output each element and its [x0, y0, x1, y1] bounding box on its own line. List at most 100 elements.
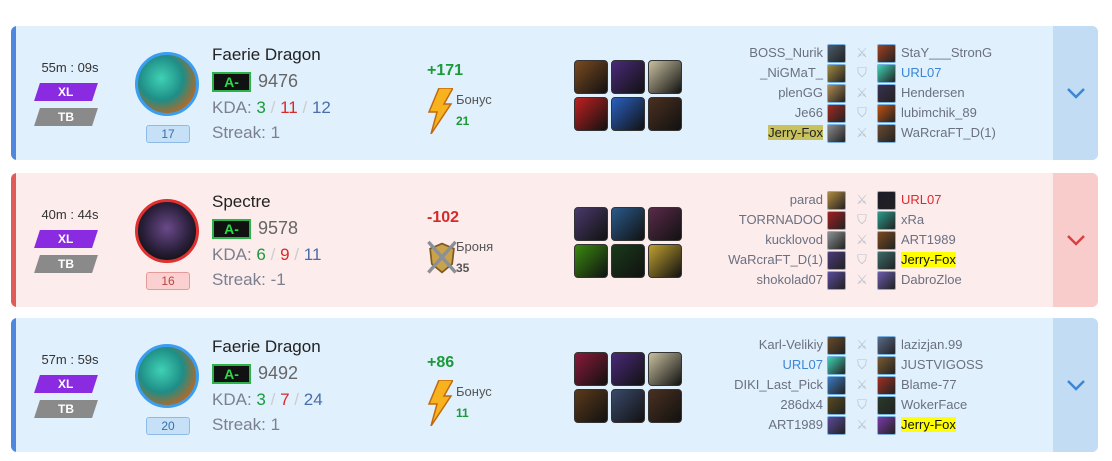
item-slot[interactable]	[611, 389, 645, 423]
crossed-swords-icon: ⚔	[856, 377, 868, 392]
player-name-right[interactable]: xRa	[901, 212, 925, 227]
item-slot[interactable]	[648, 352, 682, 386]
player-name-left[interactable]: URL07	[782, 357, 823, 372]
bonus-value: 35	[456, 261, 470, 275]
item-slot[interactable]	[574, 352, 608, 386]
match-card[interactable]: 40m : 44s XL TB 16 Spectre A- 9578 KDA: …	[11, 173, 1098, 307]
player-name-left[interactable]: Karl-Velikiy	[758, 337, 823, 352]
player-pair-row: DIKI_Last_Pick ⚔ Blame-77	[711, 375, 1051, 395]
expand-button[interactable]	[1053, 318, 1098, 452]
player-hero-avatar	[877, 231, 896, 250]
hero-level-badge: 20	[146, 417, 190, 435]
item-slot[interactable]	[611, 244, 645, 278]
streak: Streak: -1	[212, 270, 286, 289]
player-name-left[interactable]: ART1989	[768, 417, 823, 432]
item-slot[interactable]	[611, 60, 645, 94]
match-card[interactable]: 55m : 09s XL TB 17 Faerie Dragon A- 9476…	[11, 26, 1098, 160]
player-hero-avatar	[827, 336, 846, 355]
item-slot[interactable]	[611, 207, 645, 241]
item-slot[interactable]	[574, 244, 608, 278]
player-pair-row: _NiGMaT_ ⛉ URL07	[711, 63, 1051, 83]
crossed-swords-icon: ⚔	[856, 85, 868, 100]
players-list: BOSS_Nurik ⚔ StaY___StronG _NiGMaT_ ⛉ UR…	[711, 43, 1051, 143]
player-name-right[interactable]: StaY___StronG	[901, 45, 993, 60]
item-slot[interactable]	[574, 207, 608, 241]
player-hero-avatar	[877, 44, 896, 63]
player-name-right[interactable]: Hendersen	[901, 85, 965, 100]
bonus-label: Бонус	[456, 92, 492, 107]
item-slot[interactable]	[648, 389, 682, 423]
expand-button[interactable]	[1053, 26, 1098, 160]
hero-avatar	[135, 344, 199, 408]
player-name-left[interactable]: kucklovod	[765, 232, 823, 247]
match-duration: 55m : 09s	[41, 60, 99, 75]
item-slot[interactable]	[648, 97, 682, 131]
player-name-left[interactable]: _NiGMaT_	[760, 65, 823, 80]
player-name-right[interactable]: URL07	[901, 192, 942, 207]
expand-button[interactable]	[1053, 173, 1098, 307]
hero-name: Faerie Dragon	[212, 337, 321, 356]
hero-name: Spectre	[212, 192, 271, 211]
hero-level-badge: 16	[146, 272, 190, 290]
player-name-left[interactable]: Je66	[794, 105, 823, 120]
player-name-left[interactable]: parad	[789, 192, 823, 207]
shield-icon: ⛉	[857, 105, 867, 120]
player-name-left[interactable]: TORRNADOO	[738, 212, 823, 227]
result-accent-bar	[11, 318, 16, 452]
kda-stats: KDA: 3 / 11 / 12	[212, 98, 331, 117]
player-name-left[interactable]: plenGG	[778, 85, 823, 100]
match-card[interactable]: 57m : 59s XL TB 20 Faerie Dragon A- 9492…	[11, 318, 1098, 452]
item-slot[interactable]	[611, 97, 645, 131]
item-slot[interactable]	[648, 60, 682, 94]
rating-value: 9476	[258, 71, 299, 91]
player-name-right[interactable]: lazizjan.99	[901, 337, 963, 352]
player-hero-avatar	[827, 84, 846, 103]
item-slot[interactable]	[574, 97, 608, 131]
kda-stats: KDA: 3 / 7 / 24	[212, 390, 323, 409]
player-name-right[interactable]: Jerry-Fox	[901, 252, 956, 267]
hero-name: Faerie Dragon	[212, 45, 321, 64]
item-slot[interactable]	[611, 352, 645, 386]
player-pair-row: shokolad07 ⚔ DabroZloe	[711, 270, 1051, 290]
player-name-right[interactable]: URL07	[901, 65, 942, 80]
player-name-left[interactable]: WaRcraFT_D(1)	[728, 252, 823, 267]
player-hero-avatar	[827, 416, 846, 435]
item-grid	[574, 352, 682, 423]
shield-icon: ⛉	[857, 357, 867, 372]
item-slot[interactable]	[648, 244, 682, 278]
player-name-right[interactable]: WokerFace	[901, 397, 968, 412]
player-pair-row: parad ⚔ URL07	[711, 190, 1051, 210]
player-name-right[interactable]: ART1989	[901, 232, 956, 247]
player-name-left[interactable]: BOSS_Nurik	[749, 45, 823, 60]
item-slot[interactable]	[648, 207, 682, 241]
player-name-right[interactable]: WaRcraFT_D(1)	[901, 125, 996, 140]
player-name-left[interactable]: shokolad07	[756, 272, 824, 287]
hero-avatar	[135, 52, 199, 116]
player-name-right[interactable]: Jerry-Fox	[901, 417, 956, 432]
lightning-icon	[425, 87, 455, 135]
mode-tag-tb: TB	[34, 400, 98, 418]
players-list: Karl-Velikiy ⚔ lazizjan.99 URL07 ⛉ JUSTV…	[711, 335, 1051, 435]
chevron-down-icon	[1066, 235, 1085, 246]
crossed-swords-icon: ⚔	[856, 417, 868, 432]
player-name-right[interactable]: Blame-77	[901, 377, 957, 392]
mode-tag-tb: TB	[34, 255, 98, 273]
player-pair-row: Je66 ⛉ lubimchik_89	[711, 103, 1051, 123]
player-hero-avatar	[877, 396, 896, 415]
item-slot[interactable]	[574, 60, 608, 94]
player-name-right[interactable]: JUSTVIGOSS	[901, 357, 984, 372]
rating-value: 9578	[258, 218, 299, 238]
rating-delta: +171	[427, 62, 464, 79]
player-pair-row: URL07 ⛉ JUSTVIGOSS	[711, 355, 1051, 375]
player-name-left[interactable]: DIKI_Last_Pick	[734, 377, 823, 392]
player-name-left[interactable]: Jerry-Fox	[768, 125, 823, 140]
match-duration: 57m : 59s	[41, 352, 99, 367]
player-name-left[interactable]: 286dx4	[780, 397, 823, 412]
hero-level-badge: 17	[146, 125, 190, 143]
chevron-down-icon	[1066, 380, 1085, 391]
player-hero-avatar	[877, 336, 896, 355]
item-slot[interactable]	[574, 389, 608, 423]
player-name-right[interactable]: lubimchik_89	[901, 105, 977, 120]
player-hero-avatar	[877, 211, 896, 230]
player-name-right[interactable]: DabroZloe	[901, 272, 962, 287]
